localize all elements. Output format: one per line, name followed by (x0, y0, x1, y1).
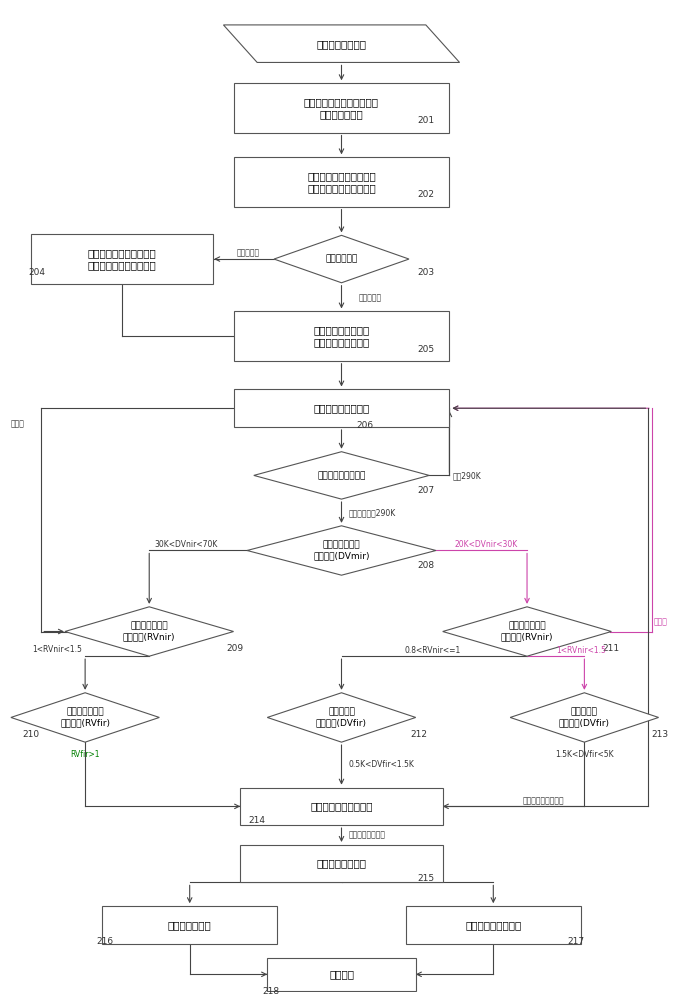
Polygon shape (254, 452, 429, 499)
FancyBboxPatch shape (31, 234, 213, 284)
Polygon shape (443, 607, 611, 656)
Text: 数据时空融合: 数据时空融合 (325, 255, 358, 264)
Text: 小成分去除处理: 小成分去除处理 (168, 920, 212, 930)
Text: 208: 208 (417, 561, 434, 570)
Text: RVfir>1: RVfir>1 (70, 750, 100, 759)
Text: 大于290K: 大于290K (453, 471, 482, 480)
Text: 0.5K<DVfir<1.5K: 0.5K<DVfir<1.5K (348, 760, 414, 769)
Text: 红外分裂窗
差值判识(DVfir): 红外分裂窗 差值判识(DVfir) (559, 708, 610, 727)
FancyBboxPatch shape (234, 83, 449, 133)
Polygon shape (274, 235, 409, 283)
Text: 218: 218 (262, 987, 279, 996)
Polygon shape (267, 693, 416, 742)
Text: 1.5K<DVfir<5K: 1.5K<DVfir<5K (555, 750, 614, 759)
FancyBboxPatch shape (240, 845, 443, 882)
Text: 中红外与热红外
差值判识(DVmir): 中红外与热红外 差值判识(DVmir) (313, 541, 370, 560)
Text: 205: 205 (417, 345, 434, 354)
FancyBboxPatch shape (234, 311, 449, 361)
FancyBboxPatch shape (234, 157, 449, 207)
Text: 全部像元处理完成: 全部像元处理完成 (348, 831, 385, 840)
Polygon shape (223, 25, 460, 62)
Text: 203: 203 (417, 268, 434, 277)
Text: 近红外和可见光
比值判识(RVnir): 近红外和可见光 比值判识(RVnir) (501, 622, 553, 641)
Text: 1<RVnir<1.5: 1<RVnir<1.5 (556, 646, 606, 655)
Text: 不满足: 不满足 (11, 420, 25, 429)
FancyBboxPatch shape (234, 389, 449, 427)
FancyBboxPatch shape (102, 906, 277, 944)
FancyBboxPatch shape (267, 958, 416, 991)
Text: 红外分裂窗
差值判识(DVfir): 红外分裂窗 差值判识(DVfir) (316, 708, 367, 727)
Text: 209: 209 (226, 644, 243, 653)
Text: 216: 216 (97, 937, 114, 946)
Text: 207: 207 (417, 486, 434, 495)
Text: 212: 212 (410, 730, 427, 739)
Text: 基于太阳高度角余弦
算法的数据订正处理: 基于太阳高度角余弦 算法的数据订正处理 (313, 325, 370, 347)
Polygon shape (510, 693, 658, 742)
Polygon shape (11, 693, 159, 742)
Text: 结构元矩阵卷积处理: 结构元矩阵卷积处理 (465, 920, 521, 930)
Text: 213: 213 (652, 730, 669, 739)
Text: 生成沙尘识别二值数据: 生成沙尘识别二值数据 (310, 801, 373, 811)
Text: 基本热红外阈值判识: 基本热红外阈值判识 (318, 471, 365, 480)
Text: 不满足: 不满足 (653, 617, 667, 626)
Text: 204: 204 (28, 268, 45, 277)
Text: 沙尘强度指数计算: 沙尘强度指数计算 (316, 859, 367, 869)
Text: 基于最短路径邻近点插值
算法的数据投影变换处理: 基于最短路径邻近点插值 算法的数据投影变换处理 (307, 171, 376, 193)
Text: 读取多源卫星遥感数据并进
行数据格式解析: 读取多源卫星遥感数据并进 行数据格式解析 (304, 97, 379, 119)
Text: 红外分裂窗比值
指数判识(RVfir): 红外分裂窗比值 指数判识(RVfir) (60, 708, 110, 727)
Text: 近红外和可见光
比值判识(RVnir): 近红外和可见光 比值判识(RVnir) (123, 622, 176, 641)
Polygon shape (65, 607, 234, 656)
FancyBboxPatch shape (240, 788, 443, 825)
Text: 继续下一个像元处理: 继续下一个像元处理 (523, 796, 565, 805)
Text: 202: 202 (417, 190, 434, 199)
Text: 210: 210 (23, 730, 40, 739)
Text: 多源卫星遥感数据: 多源卫星遥感数据 (316, 39, 367, 49)
Text: 结果输出: 结果输出 (329, 969, 354, 979)
Text: 基于最小卫星天顶角优先
算法的数据匹配融合处理: 基于最小卫星天顶角优先 算法的数据匹配融合处理 (88, 248, 156, 270)
Text: 217: 217 (568, 937, 585, 946)
Text: 214: 214 (248, 816, 265, 825)
Text: 206: 206 (357, 421, 374, 430)
Text: 201: 201 (417, 116, 434, 125)
Text: 有重叠区域: 有重叠区域 (237, 249, 260, 258)
Text: 1<RVnir<1.5: 1<RVnir<1.5 (32, 645, 82, 654)
Text: 211: 211 (603, 644, 620, 653)
FancyBboxPatch shape (406, 906, 581, 944)
Text: 无重叠区域: 无重叠区域 (359, 293, 382, 302)
Text: 20K<DVnir<30K: 20K<DVnir<30K (455, 540, 518, 549)
Text: 红外亮温小于290K: 红外亮温小于290K (348, 508, 395, 517)
Polygon shape (247, 526, 436, 575)
Text: 循环读取各像元数据: 循环读取各像元数据 (313, 403, 370, 413)
Text: 30K<DVnir<70K: 30K<DVnir<70K (154, 540, 218, 549)
Text: 0.8<RVnir<=1: 0.8<RVnir<=1 (404, 646, 461, 655)
Text: 215: 215 (417, 874, 434, 883)
